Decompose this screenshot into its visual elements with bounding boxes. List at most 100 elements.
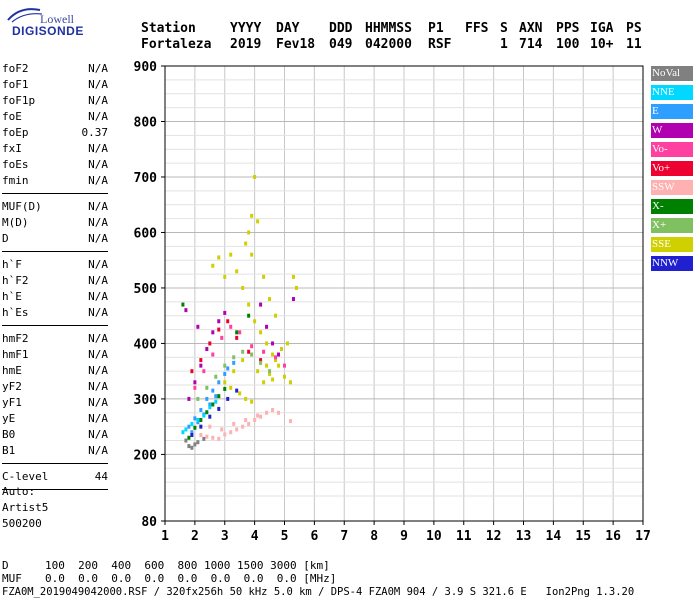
data-point-sse xyxy=(288,380,292,385)
data-point-sse xyxy=(232,369,236,374)
logo-digisonde: DIGISONDE xyxy=(12,24,84,38)
param-label: M(D) xyxy=(2,216,29,229)
data-point-e xyxy=(223,371,227,376)
param-value: 0.37 xyxy=(81,126,109,139)
data-point-sse xyxy=(274,313,278,318)
data-point-nnw xyxy=(190,432,194,437)
data-point-sse xyxy=(247,302,251,307)
data-point-sse xyxy=(223,380,227,385)
data-point-sse xyxy=(268,297,272,302)
param-label: yF2 xyxy=(2,380,22,393)
param-value: N/A xyxy=(88,158,108,171)
data-point-sse xyxy=(274,358,278,363)
data-point-w xyxy=(291,297,295,302)
param-row-b1: B1 N/A xyxy=(2,444,108,458)
data-point-noval xyxy=(202,436,206,441)
data-point-noval xyxy=(190,445,194,450)
data-point-ssw xyxy=(277,410,281,415)
data-point-w xyxy=(205,346,209,351)
param-label: foF2 xyxy=(2,62,29,75)
data-point-ssw xyxy=(220,427,224,432)
x-tick-label: 10 xyxy=(426,529,442,544)
param-label: h`F2 xyxy=(2,274,29,287)
data-point-vo xyxy=(250,344,254,349)
data-point-vo xyxy=(283,363,286,368)
param-value: N/A xyxy=(88,94,108,107)
header-label-iga: IGA xyxy=(590,21,614,36)
data-point-nne xyxy=(214,399,218,404)
data-point-w xyxy=(223,310,227,315)
data-point-sse xyxy=(265,341,269,346)
x-tick-label: 16 xyxy=(605,529,621,544)
data-point-w xyxy=(277,352,281,357)
param-row-yf2: yF2 N/A xyxy=(2,380,108,394)
data-point-sse xyxy=(244,396,248,401)
data-point-vo xyxy=(229,324,233,329)
data-point-e xyxy=(196,420,200,425)
header-label-yyyy: YYYY xyxy=(230,21,262,36)
legend-item-e: E xyxy=(651,104,693,119)
header-label-ffs: FFS xyxy=(465,21,489,36)
data-point-e xyxy=(226,366,230,371)
header-value-day: Fev18 xyxy=(276,37,316,52)
param-label: MUF(D) xyxy=(2,200,42,213)
data-point-sse xyxy=(294,285,298,290)
data-point-sse xyxy=(283,374,286,379)
param-value: N/A xyxy=(88,258,108,271)
y-tick-label: 200 xyxy=(134,448,158,463)
header-value-s: 1 xyxy=(500,37,508,52)
data-point-ssw xyxy=(229,430,233,435)
distance-row: D 100 200 400 600 800 1000 1500 3000 [km] xyxy=(2,559,330,572)
header-label-hhmmss: HHMMSS xyxy=(365,21,412,36)
plot-frame xyxy=(164,65,644,522)
header-label-axn: AXN xyxy=(519,21,543,36)
param-label: h`F xyxy=(2,258,22,271)
footer-info: FZA0M_2019049042000.RSF / 320fx256h 50 k… xyxy=(2,586,635,598)
legend-item-noval: NoVal xyxy=(651,66,693,81)
param-value: N/A xyxy=(88,274,108,287)
x-tick-label: 13 xyxy=(516,529,532,544)
x-tick-label: 6 xyxy=(310,529,318,544)
data-point-x xyxy=(211,402,215,407)
data-point-x xyxy=(241,349,245,354)
data-point-vo xyxy=(190,369,194,374)
data-point-sse xyxy=(229,385,233,390)
data-point-vo xyxy=(238,330,242,335)
param-value: N/A xyxy=(88,428,108,441)
param-label: B0 xyxy=(2,428,16,441)
data-point-w xyxy=(193,380,197,385)
data-point-sse xyxy=(259,330,263,335)
data-point-vo xyxy=(226,319,230,324)
legend-item-x: X- xyxy=(651,199,693,214)
param-separator xyxy=(2,325,108,326)
data-point-x xyxy=(268,369,272,374)
data-point-w xyxy=(187,396,191,401)
legend-item-vo: Vo+ xyxy=(651,161,693,176)
data-point-x xyxy=(193,425,197,430)
param-row-yf1: yF1 N/A xyxy=(2,396,108,410)
y-tick-label: 400 xyxy=(134,337,158,352)
data-point-sse xyxy=(285,341,289,346)
auto-code: 500200 xyxy=(2,517,42,530)
data-point-sse xyxy=(262,380,266,385)
param-label: foF1 xyxy=(2,78,29,91)
data-point-x xyxy=(196,396,200,401)
x-tick-label: 9 xyxy=(400,529,408,544)
auto-label: Auto: xyxy=(2,485,36,498)
data-point-ssw xyxy=(253,418,257,423)
param-value: N/A xyxy=(88,142,108,155)
data-point-w xyxy=(211,330,215,335)
param-value: N/A xyxy=(88,444,108,457)
data-point-ssw xyxy=(256,413,260,418)
data-point-w xyxy=(196,324,200,329)
param-row-foe: foE N/A xyxy=(2,110,108,124)
param-value: N/A xyxy=(88,332,108,345)
data-point-x xyxy=(217,394,221,399)
data-point-nnw xyxy=(217,406,221,411)
data-point-x xyxy=(181,302,185,307)
data-point-sse xyxy=(241,285,245,290)
data-point-ssw xyxy=(211,435,215,440)
data-point-sse xyxy=(250,213,254,218)
data-point-w xyxy=(199,363,203,368)
